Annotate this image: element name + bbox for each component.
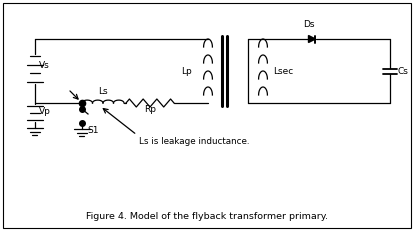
Text: Ds: Ds <box>302 20 314 29</box>
Text: Vs: Vs <box>39 61 50 70</box>
Text: Rp: Rp <box>144 105 156 114</box>
Text: Lp: Lp <box>181 67 192 76</box>
Polygon shape <box>308 36 315 43</box>
Text: Cs: Cs <box>397 67 408 76</box>
Text: Ls: Ls <box>98 87 107 96</box>
Text: Figure 4. Model of the flyback transformer primary.: Figure 4. Model of the flyback transform… <box>86 212 327 221</box>
Text: Ls is leakage inductance.: Ls is leakage inductance. <box>139 137 249 146</box>
Text: Lsec: Lsec <box>272 67 292 76</box>
Text: S1: S1 <box>87 126 98 135</box>
Text: Vp: Vp <box>39 107 51 116</box>
